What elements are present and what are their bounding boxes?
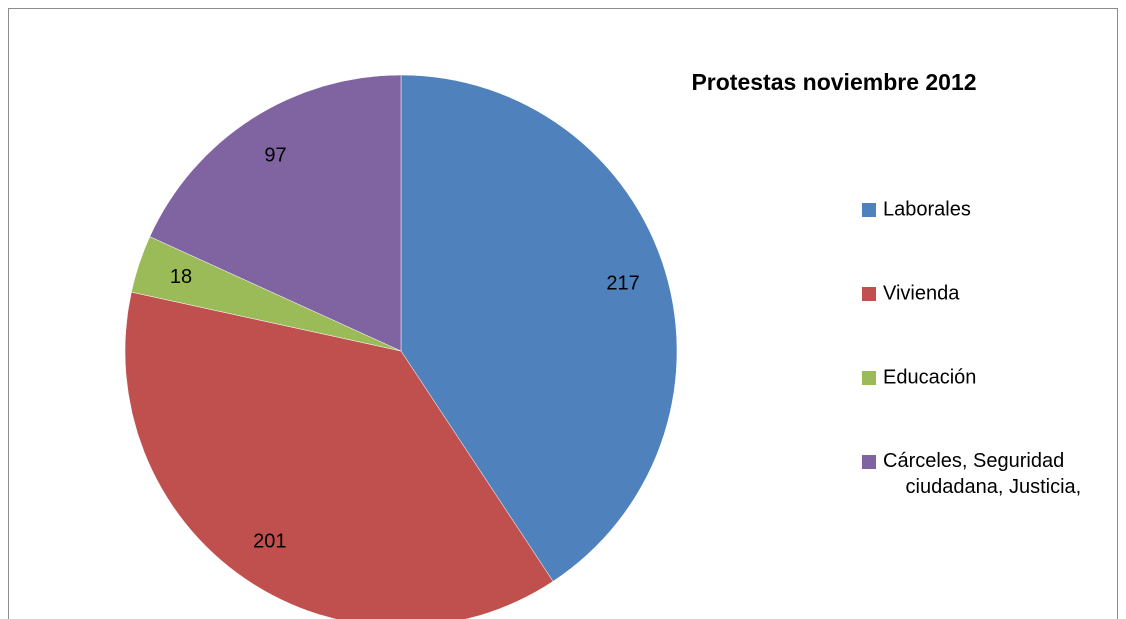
pie-slice <box>149 74 402 352</box>
legend-swatch <box>862 455 876 469</box>
pie-slice <box>124 291 554 619</box>
data-label: 201 <box>253 530 286 552</box>
data-label: 18 <box>170 266 192 288</box>
chart-title: Protestas noviembre 2012 <box>691 69 976 95</box>
legend-swatch <box>862 287 876 301</box>
data-label: 97 <box>264 144 286 166</box>
pie-slice <box>400 74 678 582</box>
legend-label: Educación <box>883 366 976 388</box>
data-label: 217 <box>606 273 639 295</box>
legend-swatch <box>862 371 876 385</box>
legend-label: Vivienda <box>883 282 960 304</box>
legend-label: Cárceles, Seguridad ciudadana, Justicia, <box>883 450 1081 498</box>
legend-label: Laborales <box>883 198 971 220</box>
legend-swatch <box>862 203 876 217</box>
